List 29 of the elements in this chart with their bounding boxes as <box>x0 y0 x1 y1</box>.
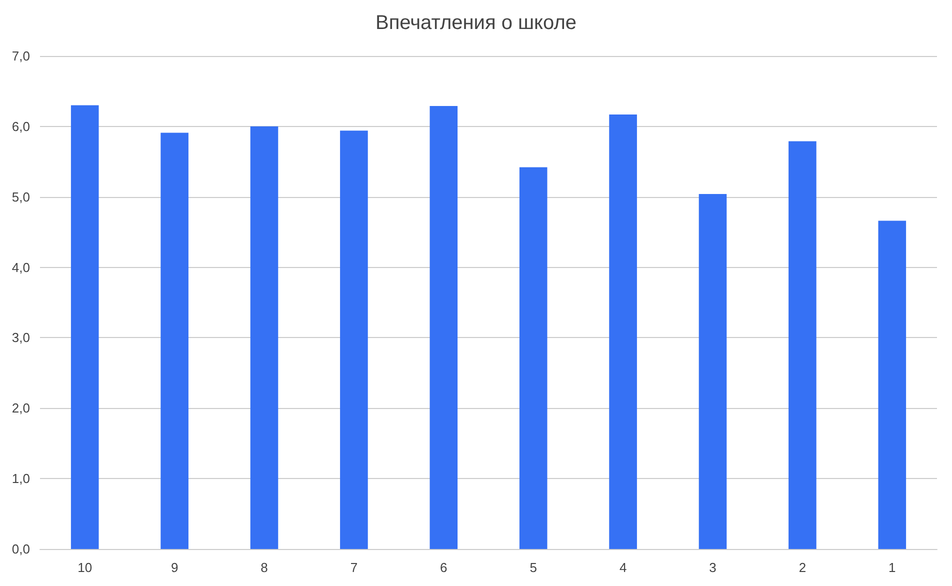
bar <box>519 167 548 549</box>
x-tick-label: 7 <box>350 560 358 575</box>
bar <box>698 194 727 549</box>
x-tick-label: 1 <box>888 560 896 575</box>
y-tick-label: 0,0 <box>12 542 30 556</box>
y-tick-label: 5,0 <box>12 189 30 204</box>
y-tick-label: 4,0 <box>12 260 30 275</box>
bar <box>878 220 906 549</box>
y-tick-label: 6,0 <box>12 118 30 134</box>
x-tick-label: 2 <box>798 560 806 575</box>
x-tick-label: 8 <box>260 560 268 575</box>
x-tick-label: 6 <box>440 560 448 575</box>
bar <box>609 114 637 549</box>
bar <box>340 130 368 549</box>
bar <box>250 126 278 549</box>
y-tick-label: 7,0 <box>12 48 30 64</box>
x-tick-label: 10 <box>78 560 92 575</box>
x-tick-label: 5 <box>530 560 537 575</box>
y-tick-label: 3,0 <box>12 330 30 346</box>
x-tick-label: 9 <box>170 560 178 575</box>
bar <box>430 106 458 549</box>
x-tick-label: 4 <box>619 560 627 575</box>
bar <box>70 105 99 549</box>
chart-title: Впечатления о школе <box>375 12 577 34</box>
bar <box>788 141 816 549</box>
y-tick-label: 1,0 <box>12 471 30 486</box>
x-tick-label: 3 <box>709 560 716 575</box>
y-tick-label: 2,0 <box>12 400 30 416</box>
bar <box>160 132 188 549</box>
